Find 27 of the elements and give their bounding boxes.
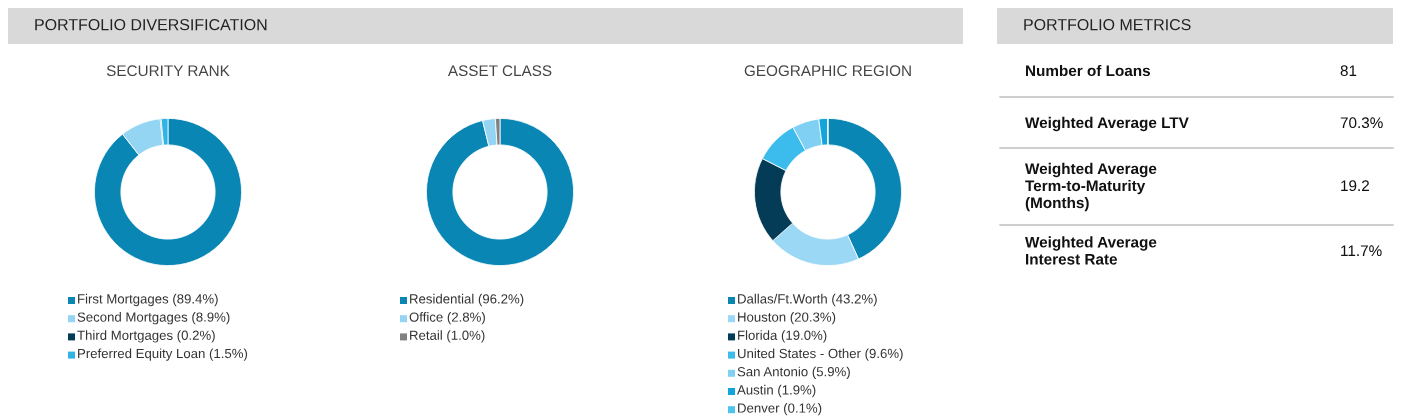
- text: PORTFOLIO METRICS: [1024, 18, 1191, 31]
- text: 11.7%: [1341, 245, 1382, 257]
- legend-label: Second Mortgages (8.9%): [77, 312, 230, 325]
- category-label: Weighted Average Term-to-Maturity (Months): [1025, 162, 1157, 212]
- category-label: Number of Loans: [1026, 64, 1150, 77]
- text: 70.3%: [1340, 117, 1383, 129]
- chart-title: ASSET CLASS: [447, 65, 552, 77]
- category-label: Weighted Average LTV: [1025, 116, 1189, 132]
- text: PORTFOLIO DIVERSIFICATION: [35, 18, 267, 31]
- legend-label: Austin (1.9%): [737, 384, 816, 398]
- category-label: Weighted Average Interest Rate: [1025, 236, 1157, 265]
- legend-label: Office (2.8%): [409, 312, 485, 325]
- legend-label: First Mortgages (89.4%): [78, 293, 218, 307]
- legend-label: Dallas/Ft.Worth (43.2%): [738, 293, 877, 307]
- legend-label: Denver (0.1%): [738, 403, 822, 416]
- legend-label: Residential (96.2%): [410, 293, 524, 307]
- legend-label: United States - Other (9.6%): [738, 348, 903, 361]
- text: 19.2: [1341, 180, 1369, 192]
- chart-title: GEOGRAPHIC REGION: [744, 65, 911, 77]
- legend-label: Houston (20.3%): [738, 312, 836, 325]
- chart-title: SECURITY RANK: [106, 65, 230, 77]
- legend-label: Preferred Equity Loan (1.5%): [78, 348, 248, 361]
- legend-label: San Antonio (5.9%): [737, 366, 850, 379]
- text: 81: [1340, 65, 1357, 77]
- legend-label: Florida (19.0%): [738, 330, 827, 343]
- legend-label: Retail (1.0%): [410, 330, 485, 343]
- legend-label: Third Mortgages (0.2%): [77, 330, 215, 343]
